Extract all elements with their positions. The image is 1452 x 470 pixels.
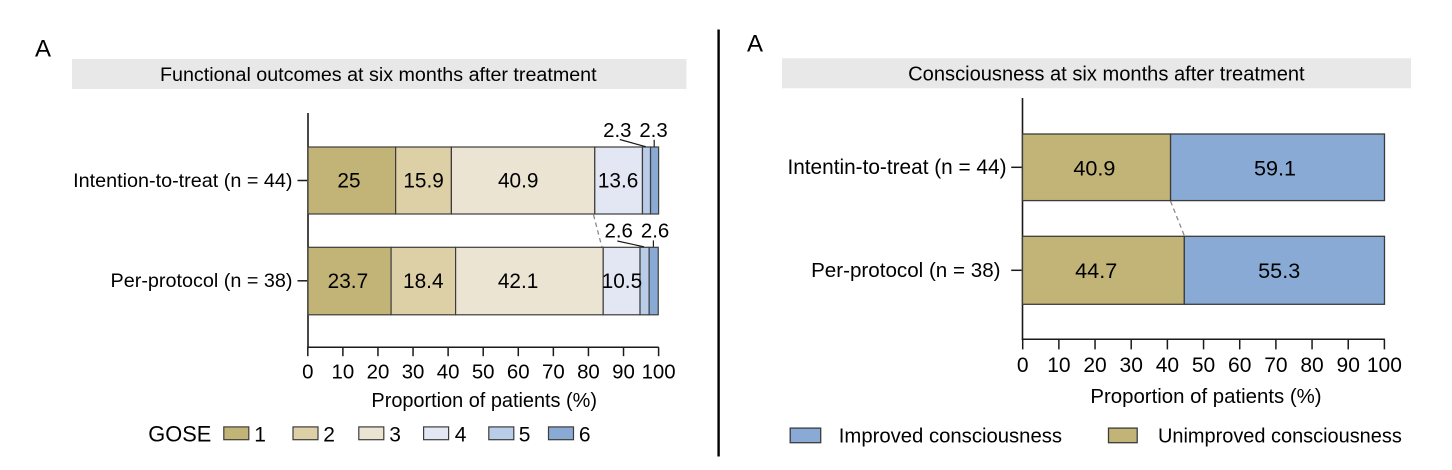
svg-text:20: 20 xyxy=(367,361,390,383)
svg-text:100: 100 xyxy=(1367,354,1402,377)
svg-text:Per-protocol (n = 38): Per-protocol (n = 38) xyxy=(111,270,293,292)
svg-text:50: 50 xyxy=(1192,354,1215,377)
svg-text:13.6: 13.6 xyxy=(598,170,638,193)
svg-text:10.5: 10.5 xyxy=(602,270,642,293)
svg-text:90: 90 xyxy=(612,361,635,383)
svg-text:59.1: 59.1 xyxy=(1254,155,1296,180)
svg-text:A: A xyxy=(747,31,763,58)
svg-text:100: 100 xyxy=(642,361,676,383)
svg-text:15.9: 15.9 xyxy=(403,170,443,193)
svg-text:Intentin-to-treat (n = 44): Intentin-to-treat (n = 44) xyxy=(787,156,1006,179)
svg-text:2: 2 xyxy=(323,424,335,447)
svg-text:Proportion of patients (%): Proportion of patients (%) xyxy=(371,390,597,412)
svg-text:40: 40 xyxy=(1156,354,1179,377)
svg-text:44.7: 44.7 xyxy=(1075,258,1117,283)
svg-text:55.3: 55.3 xyxy=(1258,258,1300,283)
svg-text:1: 1 xyxy=(254,424,266,447)
svg-text:23.7: 23.7 xyxy=(328,270,368,293)
svg-text:2.6: 2.6 xyxy=(605,221,633,243)
svg-text:80: 80 xyxy=(1300,354,1323,377)
svg-text:30: 30 xyxy=(402,361,425,383)
svg-text:50: 50 xyxy=(472,361,495,383)
svg-text:A: A xyxy=(35,36,51,63)
svg-text:2.6: 2.6 xyxy=(641,221,669,243)
svg-text:25: 25 xyxy=(337,170,360,193)
svg-text:70: 70 xyxy=(1264,354,1287,377)
svg-text:Improved consciousness: Improved consciousness xyxy=(839,426,1062,448)
svg-text:3: 3 xyxy=(389,424,401,447)
svg-text:70: 70 xyxy=(542,361,565,383)
svg-text:6: 6 xyxy=(579,424,591,447)
svg-text:60: 60 xyxy=(1228,354,1251,377)
svg-text:10: 10 xyxy=(332,361,355,383)
svg-text:42.1: 42.1 xyxy=(498,270,538,293)
svg-text:2.3: 2.3 xyxy=(639,120,667,142)
svg-text:60: 60 xyxy=(507,361,530,383)
svg-text:Intention-to-treat (n = 44): Intention-to-treat (n = 44) xyxy=(73,170,292,192)
svg-text:30: 30 xyxy=(1120,354,1143,377)
svg-text:Consciousness at six months af: Consciousness at six months after treatm… xyxy=(908,64,1305,86)
svg-text:0: 0 xyxy=(1017,354,1029,377)
svg-text:20: 20 xyxy=(1083,354,1106,377)
svg-text:40.9: 40.9 xyxy=(498,170,538,193)
svg-text:2.3: 2.3 xyxy=(603,120,631,142)
svg-text:0: 0 xyxy=(302,361,313,383)
svg-text:18.4: 18.4 xyxy=(403,270,443,293)
svg-text:40: 40 xyxy=(437,361,460,383)
svg-text:80: 80 xyxy=(577,361,600,383)
svg-text:5: 5 xyxy=(519,424,531,447)
svg-text:Proportion of patients (%): Proportion of patients (%) xyxy=(1090,386,1321,408)
svg-text:Functional outcomes at six mon: Functional outcomes at six months after … xyxy=(160,64,597,86)
svg-text:4: 4 xyxy=(455,424,467,447)
svg-text:Unimproved consciousness: Unimproved consciousness xyxy=(1158,426,1402,448)
svg-text:90: 90 xyxy=(1337,354,1360,377)
svg-text:10: 10 xyxy=(1047,354,1070,377)
svg-text:GOSE: GOSE xyxy=(148,422,211,447)
svg-text:40.9: 40.9 xyxy=(1073,155,1115,180)
svg-text:Per-protocol (n = 38): Per-protocol (n = 38) xyxy=(811,259,1000,282)
